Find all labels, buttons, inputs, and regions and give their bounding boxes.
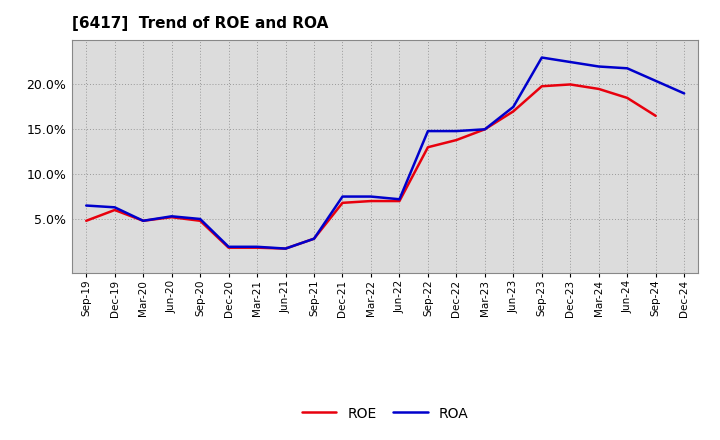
ROE <box>110 207 119 213</box>
ROE <box>225 245 233 250</box>
ROE <box>509 109 518 114</box>
ROA <box>423 128 432 134</box>
ROE <box>167 215 176 220</box>
ROA <box>225 244 233 249</box>
ROA <box>253 244 261 249</box>
ROA <box>366 194 375 199</box>
ROE <box>310 236 318 242</box>
ROE <box>480 127 489 132</box>
ROE <box>395 198 404 204</box>
Text: [6417]  Trend of ROE and ROA: [6417] Trend of ROE and ROA <box>72 16 328 32</box>
ROE <box>338 200 347 205</box>
Line: ROA: ROA <box>86 58 684 249</box>
ROE <box>366 198 375 204</box>
Line: ROE: ROE <box>86 84 656 249</box>
ROA <box>310 236 318 242</box>
ROA <box>167 214 176 219</box>
ROE <box>595 86 603 92</box>
Legend: ROE, ROA: ROE, ROA <box>296 401 474 426</box>
ROE <box>452 137 461 143</box>
ROA <box>110 205 119 210</box>
ROE <box>623 95 631 100</box>
ROA <box>196 216 204 222</box>
ROA <box>82 203 91 208</box>
ROE <box>566 82 575 87</box>
ROE <box>82 218 91 224</box>
ROA <box>623 66 631 71</box>
ROE <box>537 84 546 89</box>
ROA <box>282 246 290 251</box>
ROE <box>253 245 261 250</box>
ROE <box>282 246 290 251</box>
ROA <box>680 91 688 96</box>
ROA <box>537 55 546 60</box>
ROE <box>139 218 148 224</box>
ROA <box>395 197 404 202</box>
ROA <box>139 218 148 224</box>
ROA <box>566 59 575 65</box>
ROA <box>338 194 347 199</box>
ROA <box>509 104 518 110</box>
ROE <box>423 145 432 150</box>
ROA <box>480 127 489 132</box>
ROA <box>452 128 461 134</box>
ROA <box>595 64 603 69</box>
ROE <box>196 218 204 224</box>
ROE <box>652 113 660 118</box>
